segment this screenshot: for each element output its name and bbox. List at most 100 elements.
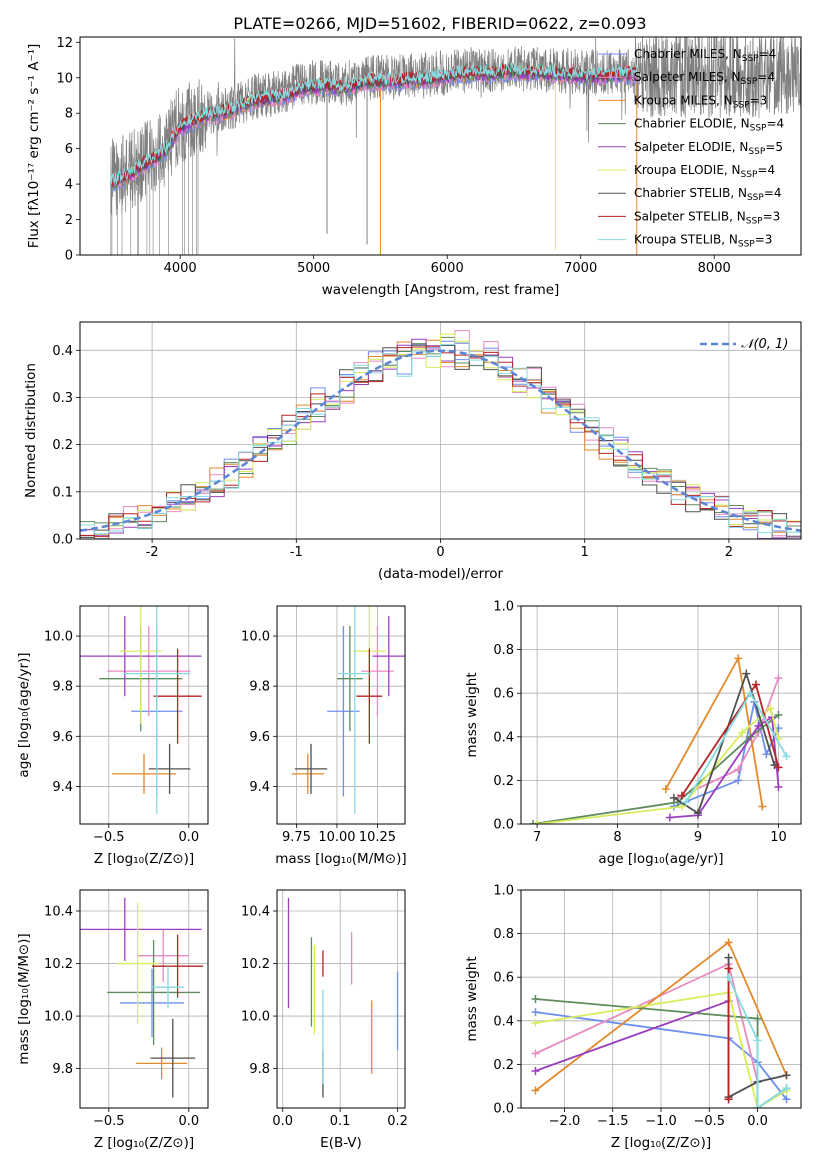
errorbar-point <box>116 903 159 1024</box>
weight-marker <box>753 1014 762 1023</box>
residual-histogram-8 <box>80 342 801 535</box>
spectrum-legend: Chabrier MILES, NSSP=4 Salpeter MILES, NS… <box>598 47 784 250</box>
legend-label: Chabrier STELIB, NSSP=4 <box>634 186 782 203</box>
y-tick-label: 10.0 <box>241 1010 270 1025</box>
axes-frame <box>79 605 209 825</box>
grid-weight-Z <box>521 889 801 1109</box>
x-tick-label: 1 <box>581 545 589 560</box>
y-tick-label: 0.4 <box>52 344 73 359</box>
weight-marker <box>774 782 783 791</box>
weight-marker <box>531 1049 540 1058</box>
x-tick-label: 0.1 <box>330 1114 351 1129</box>
axes-frame <box>79 889 209 1109</box>
y-tick-label: 0.1 <box>52 485 73 500</box>
plot-area-weight-age <box>529 654 791 824</box>
weight-marker <box>738 728 747 737</box>
legend-label: Chabrier MILES, NSSP=4 <box>634 47 776 64</box>
errorbar-point <box>148 743 191 794</box>
y-tick-label: 2 <box>65 213 73 228</box>
weight-marker <box>677 791 686 800</box>
x-tick-label: −1.5 <box>597 1114 629 1129</box>
x-tick-label: 5000 <box>297 261 330 276</box>
y-tick-label: 9.4 <box>249 780 270 795</box>
weight-marker <box>734 765 743 774</box>
legend-label: Salpeter MILES, NSSP=4 <box>634 70 775 87</box>
panel-age-mass: 9.75 10.00 10.25 9.4 9.6 9.8 10.0 mass [log₁₀(M… <box>241 605 407 867</box>
y-tick-label: 0.6 <box>493 687 514 702</box>
x-tick-label: 9 <box>694 830 702 845</box>
y-tick-label: 0.2 <box>493 1058 514 1073</box>
weight-line-5 <box>535 991 787 1108</box>
y-tick-label: 0.3 <box>52 391 73 406</box>
weight-marker <box>782 752 791 761</box>
y-tick-label: 9.6 <box>249 730 270 745</box>
errorbar-point <box>153 648 202 744</box>
x-tick-label: 0.2 <box>387 1114 408 1129</box>
panel-age-Z: −0.5 0.0 9.4 9.6 9.8 10.0 Z [log₁₀(Z/Z⊙)] age [… <box>16 605 209 867</box>
weight-marker <box>669 793 678 802</box>
y-tick-label: 0.4 <box>493 1014 514 1029</box>
x-tick-label: −1.0 <box>645 1114 677 1129</box>
y-tick-label: 0.0 <box>52 533 73 548</box>
errorbar-point <box>120 968 184 1038</box>
errorbar-point <box>107 939 200 1045</box>
errorbar-point <box>372 616 405 697</box>
weight-marker <box>751 680 760 689</box>
y-tick-label: 0.8 <box>493 643 514 658</box>
x-axis-label: Z [log₁₀(Z/Z⊙)] <box>94 1135 194 1151</box>
x-tick-label: 7000 <box>564 261 597 276</box>
weight-marker <box>661 785 670 794</box>
normal-distribution-curve <box>80 349 801 532</box>
weight-marker <box>724 953 733 962</box>
plot-area-weight-Z <box>531 938 791 1108</box>
weight-marker <box>774 673 783 682</box>
x-tick-label: 0 <box>436 545 444 560</box>
grid-mass-Z <box>80 890 208 1108</box>
panel-residuals: -2 -1 0 1 2 0.0 0.1 0.2 0.3 0.4 (data-model)/error… <box>23 321 802 582</box>
panel-weight-age: 7 8 9 10 0.0 0.2 0.4 0.6 0.8 1.0 age [log₁₀(age/yr… <box>464 600 802 867</box>
errorbar-point <box>80 897 202 961</box>
plot-area-age-mass <box>291 606 405 814</box>
legend-label: Chabrier ELODIE, NSSP=4 <box>634 117 784 134</box>
x-tick-label: 10 <box>770 830 787 845</box>
legend-label: 𝒩(0, 1) <box>741 337 788 352</box>
errorbar-point <box>136 1047 188 1080</box>
y-tick-label: 9.8 <box>249 680 270 695</box>
x-tick-label: 8000 <box>698 261 731 276</box>
plot-area-spectrum <box>110 37 801 255</box>
weight-marker <box>724 973 733 982</box>
errorbar-point <box>80 616 202 697</box>
grid-mass-ebv <box>277 890 405 1108</box>
weight-marker <box>734 654 743 663</box>
weight-marker <box>531 1086 540 1095</box>
y-tick-label: 9.6 <box>52 730 73 745</box>
errorbar-point <box>338 606 371 814</box>
weight-marker <box>782 1084 791 1093</box>
y-axis-label: mass weight <box>464 956 480 1041</box>
x-tick-label: −2.0 <box>549 1114 581 1129</box>
weight-marker <box>694 809 703 818</box>
y-tick-label: 10.2 <box>44 957 73 972</box>
x-tick-label: 0.0 <box>178 830 199 845</box>
y-tick-label: 9.4 <box>52 780 73 795</box>
weight-marker <box>758 802 767 811</box>
weight-marker <box>681 798 690 807</box>
x-axis-label: E(B-V) <box>320 1135 362 1151</box>
plot-area-residuals <box>80 330 801 539</box>
weight-marker <box>753 1104 762 1108</box>
x-tick-label: 10.00 <box>318 830 355 845</box>
y-tick-label: 0.2 <box>493 774 514 789</box>
y-tick-label: 8 <box>65 107 73 122</box>
x-tick-label: 0.0 <box>747 1114 768 1129</box>
x-tick-label: 0.0 <box>272 1114 293 1129</box>
errorbar-point <box>152 966 184 1009</box>
axes-frame <box>79 36 802 256</box>
panel-spectrum: 4000 5000 6000 7000 8000 0 2 4 6 8 10 12 wavelength … <box>26 36 802 298</box>
y-axis-label: Flux [fλ10⁻¹⁷ erg cm⁻² s⁻¹ A⁻¹] <box>26 44 42 249</box>
weight-marker <box>531 1018 540 1027</box>
y-tick-label: 4 <box>65 178 73 193</box>
plot-area-age-Z <box>80 606 202 814</box>
weight-marker <box>734 776 743 785</box>
y-tick-label: 0.2 <box>52 438 73 453</box>
x-tick-label: 7 <box>533 830 541 845</box>
